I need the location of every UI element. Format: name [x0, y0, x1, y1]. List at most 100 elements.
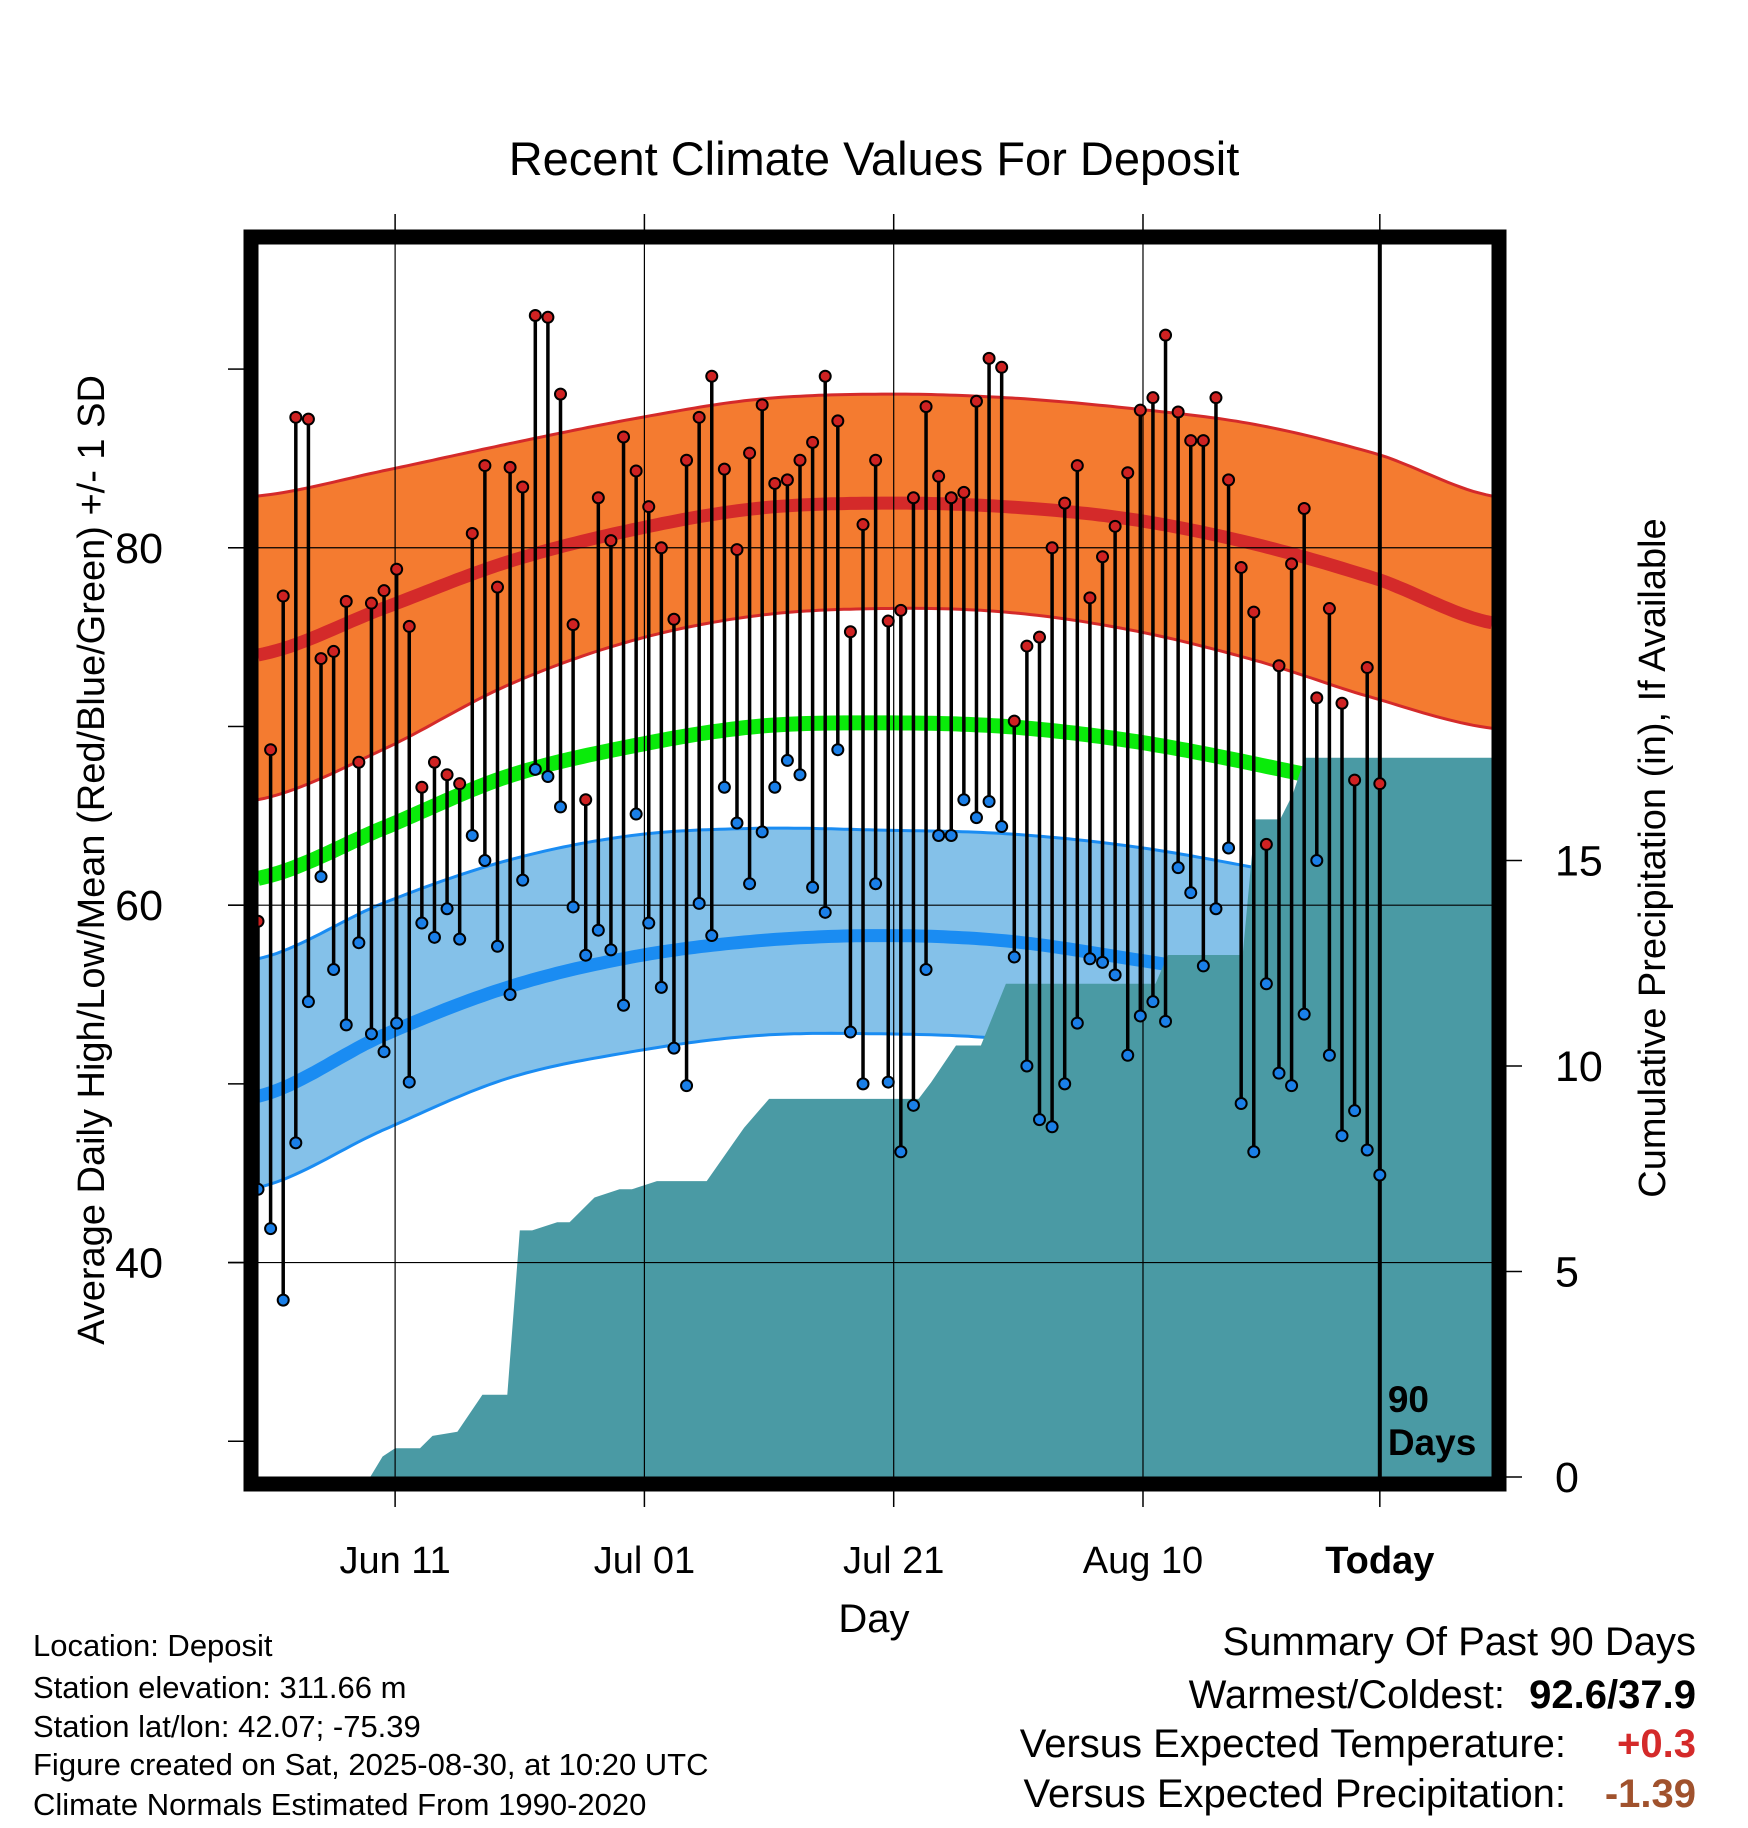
- summary-temp-value: +0.3: [1617, 1722, 1696, 1766]
- daily-low-point: [289, 1136, 303, 1150]
- daily-low-point: [919, 963, 933, 977]
- daily-high-point: [667, 612, 681, 626]
- daily-high-point: [617, 430, 631, 444]
- daily-high-point: [352, 755, 366, 769]
- daily-low-point: [1209, 902, 1223, 916]
- daily-low-point: [1259, 977, 1273, 991]
- daily-high-point: [881, 614, 895, 628]
- daily-low-point: [440, 902, 454, 916]
- daily-low-point: [591, 923, 605, 937]
- daily-high-point: [793, 453, 807, 467]
- daily-high-point: [453, 777, 467, 791]
- daily-high-point: [1070, 459, 1084, 473]
- daily-low-point: [831, 743, 845, 757]
- x-axis-label: Day: [838, 1597, 909, 1641]
- summary-precip-label: Versus Expected Precipitation:: [1023, 1772, 1566, 1816]
- daily-high-point: [490, 580, 504, 594]
- daily-low-point: [1108, 968, 1122, 982]
- daily-low-point: [667, 1041, 681, 1055]
- summary-title: Summary Of Past 90 Days: [1222, 1620, 1696, 1664]
- daily-high-point: [465, 526, 479, 540]
- daily-low-point: [1310, 854, 1324, 867]
- daily-low-point: [1272, 1066, 1286, 1080]
- daily-high-point: [516, 480, 530, 494]
- daily-low-point: [944, 828, 958, 842]
- daily-high-point: [969, 394, 983, 408]
- daily-high-point: [301, 412, 315, 426]
- daily-low-point: [717, 780, 731, 794]
- daily-high-point: [339, 594, 353, 608]
- daily-low-point: [692, 896, 706, 910]
- daily-high-point: [818, 369, 832, 383]
- daily-high-point: [1272, 659, 1286, 673]
- x-tick-label: Today: [1325, 1540, 1434, 1582]
- daily-high-point: [919, 400, 933, 414]
- y2-tick-label: 5: [1555, 1249, 1579, 1297]
- daily-low-point: [453, 932, 467, 946]
- daily-low-point: [541, 770, 555, 784]
- x-tick-label: Jun 11: [339, 1540, 450, 1582]
- daily-high-point: [1171, 405, 1185, 419]
- daily-low-point: [1297, 1007, 1311, 1021]
- daily-high-point: [743, 446, 757, 460]
- daily-high-point: [957, 485, 971, 499]
- daily-low-point: [503, 988, 517, 1002]
- daily-high-point: [1196, 434, 1210, 448]
- footer-normals: Climate Normals Estimated From 1990-2020: [33, 1787, 647, 1822]
- x-tick-label: Jul 01: [594, 1540, 695, 1582]
- daily-low-point: [1222, 841, 1236, 855]
- daily-high-point: [1108, 519, 1122, 533]
- daily-high-point: [1121, 466, 1135, 480]
- daily-low-point: [377, 1045, 391, 1059]
- daily-high-point: [995, 360, 1009, 374]
- daily-high-point: [314, 652, 328, 666]
- daily-low-point: [743, 877, 757, 891]
- daily-high-point: [1159, 328, 1173, 342]
- daily-low-point: [1184, 886, 1198, 900]
- y2-tick-label: 15: [1555, 838, 1603, 886]
- y-tick-label: 60: [115, 882, 163, 930]
- daily-low-point: [969, 811, 983, 825]
- plot-area: Jun 11 Jul 01 Jul 21 Aug 10 Today 40 60 80 0 5 10 1…: [115, 214, 1603, 1582]
- daily-low-point: [1007, 950, 1021, 964]
- daily-high-point: [869, 453, 883, 467]
- daily-high-point: [554, 387, 568, 401]
- daily-low-point: [843, 1025, 857, 1039]
- y-tick-label: 80: [115, 525, 163, 573]
- daily-low-point: [1335, 1129, 1349, 1143]
- daily-low-point: [856, 1077, 870, 1091]
- daily-high-point: [1146, 391, 1160, 405]
- daily-low-point: [1083, 952, 1097, 966]
- summary-precip-value: -1.39: [1604, 1772, 1696, 1816]
- daily-low-point: [1196, 959, 1210, 973]
- daily-low-point: [705, 929, 719, 943]
- daily-low-point: [806, 880, 820, 894]
- precip-area: [258, 757, 1492, 1477]
- daily-high-point: [629, 464, 643, 478]
- daily-high-point: [503, 460, 517, 474]
- daily-low-point: [415, 916, 429, 930]
- daily-low-point: [314, 870, 328, 884]
- daily-low-point: [566, 900, 580, 914]
- daily-high-point: [566, 618, 580, 632]
- daily-high-point: [1360, 661, 1374, 675]
- summary-warm-cold-label: Warmest/Coldest:: [1188, 1673, 1505, 1717]
- daily-low-point: [554, 800, 568, 814]
- daily-high-point: [705, 369, 719, 383]
- daily-high-point: [831, 414, 845, 428]
- daily-high-point: [364, 596, 378, 610]
- daily-high-point: [843, 625, 857, 639]
- daily-low-point: [1322, 1048, 1336, 1062]
- daily-high-point: [806, 435, 820, 449]
- daily-high-point: [755, 398, 769, 412]
- daily-high-point: [692, 410, 706, 424]
- daily-low-point: [1247, 1145, 1261, 1159]
- daily-high-point: [944, 491, 958, 505]
- daily-low-point: [906, 1098, 920, 1112]
- daily-low-point: [264, 1222, 278, 1236]
- chart-title: Recent Climate Values For Deposit: [509, 132, 1240, 185]
- daily-low-point: [1020, 1059, 1034, 1073]
- y-axis-label: Average Daily High/Low/Mean (Red/Blue/Gr…: [71, 375, 113, 1345]
- daily-low-point: [1133, 1009, 1147, 1023]
